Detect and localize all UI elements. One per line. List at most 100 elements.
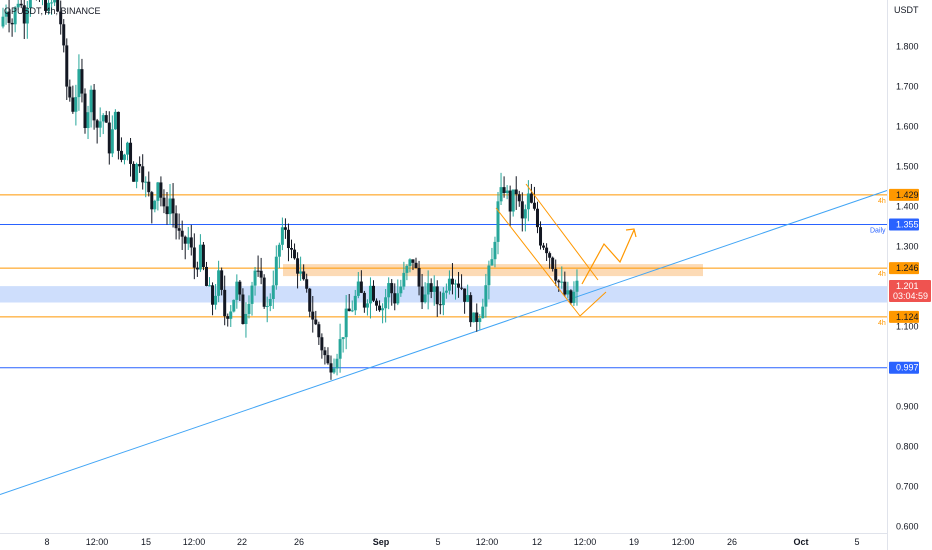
candle-body [208, 285, 212, 287]
candle-body [505, 190, 509, 193]
candle-body [256, 270, 260, 272]
candle-body [147, 181, 151, 193]
candle-body [375, 300, 379, 306]
time-tick-label: 26 [727, 537, 737, 547]
price-tick-label: 1.300 [896, 242, 919, 252]
candle-body [329, 363, 333, 373]
candle-body [177, 228, 181, 231]
channel-line[interactable] [579, 291, 607, 317]
candle-body [551, 257, 555, 269]
candle-body [569, 290, 573, 303]
candle-body [344, 308, 348, 338]
candle-body [286, 229, 290, 249]
candle-body [68, 86, 72, 98]
candle-body [396, 293, 400, 304]
projection-arrow[interactable] [581, 228, 637, 285]
candle-body [523, 209, 527, 219]
candle-body [98, 121, 102, 128]
candle-body [457, 283, 461, 288]
candle-body [566, 290, 570, 295]
candle-body [144, 181, 148, 183]
candle-body [250, 285, 254, 304]
candle-body [447, 278, 451, 291]
candle-body [265, 306, 269, 308]
candle-body [89, 89, 93, 113]
candle-body [204, 266, 208, 286]
time-tick-label: 15 [141, 537, 151, 547]
candle-body [563, 281, 567, 295]
candle-body [107, 122, 111, 154]
candle-body [520, 201, 524, 219]
level-price-tag [889, 188, 919, 201]
candle-body [195, 267, 199, 270]
candle-body [338, 339, 342, 359]
candle-body [162, 197, 166, 207]
candle-body [283, 227, 287, 230]
level-timeframe-label: 4h [878, 198, 886, 205]
time-tick-label: 12:00 [476, 537, 499, 547]
time-tick-label: 12:00 [574, 537, 597, 547]
candle-body [44, 0, 48, 11]
candle-body [159, 182, 163, 198]
candle-body [198, 244, 202, 270]
level-price-tag [889, 262, 919, 275]
candle-body [332, 368, 336, 373]
channel-line[interactable] [525, 183, 599, 281]
projection-path[interactable] [581, 229, 635, 285]
candle-body [299, 271, 303, 274]
candle-body [311, 311, 315, 320]
candle-body [244, 313, 248, 325]
time-tick-label: 26 [294, 537, 304, 547]
candle-body [274, 256, 278, 286]
time-tick-label: 5 [854, 537, 859, 547]
candle-body [554, 268, 558, 281]
candle-body [201, 244, 205, 267]
level-price-tag-label: 1.429 [896, 190, 919, 200]
candle-body [463, 288, 467, 302]
candle-body [542, 245, 546, 248]
candle-body [508, 190, 512, 212]
candle-body [141, 166, 145, 183]
ascending-trendline[interactable] [0, 190, 888, 495]
candle-body [211, 285, 215, 305]
candle-body [223, 289, 227, 317]
candle-body [466, 295, 470, 302]
time-tick-label: 22 [237, 537, 247, 547]
channel-line[interactable] [495, 207, 581, 317]
candle-body [156, 182, 160, 201]
candle-body [186, 237, 190, 244]
candle-body [341, 337, 345, 340]
candle-body [135, 164, 139, 182]
arrow-head-icon [625, 228, 637, 238]
candle-body [271, 285, 275, 299]
candle-body [86, 112, 90, 129]
level-price-tag-label: 1.246 [896, 263, 919, 273]
time-axis[interactable]: 8 12:00 15 12:00 22 26 Sep 5 12:00 12 12:00 19 12:00… [44, 537, 859, 547]
candle-body [526, 193, 530, 210]
candle-body [19, 3, 23, 6]
candle-body [368, 285, 372, 304]
candle-body [4, 11, 8, 17]
candle-body [138, 164, 142, 167]
candle-body [192, 247, 196, 268]
candle-body [323, 350, 327, 356]
candle-body [262, 277, 266, 307]
level-price-tag [889, 310, 919, 323]
candle-body [235, 281, 239, 300]
candle-body [481, 306, 485, 319]
candle-body [165, 206, 169, 215]
candle-body [180, 230, 184, 237]
candle-body [1, 16, 5, 27]
candle-body [384, 297, 388, 309]
candle-body [387, 283, 391, 298]
candle-body [496, 201, 500, 242]
candle-body [557, 280, 561, 283]
candle-body [129, 142, 133, 164]
candle-body [71, 97, 75, 112]
candle-body [502, 187, 506, 193]
price-tick-label: 0.600 [896, 522, 919, 532]
candle-body [10, 22, 14, 25]
time-tick-label: 19 [629, 537, 639, 547]
falling-channel[interactable] [495, 183, 607, 317]
